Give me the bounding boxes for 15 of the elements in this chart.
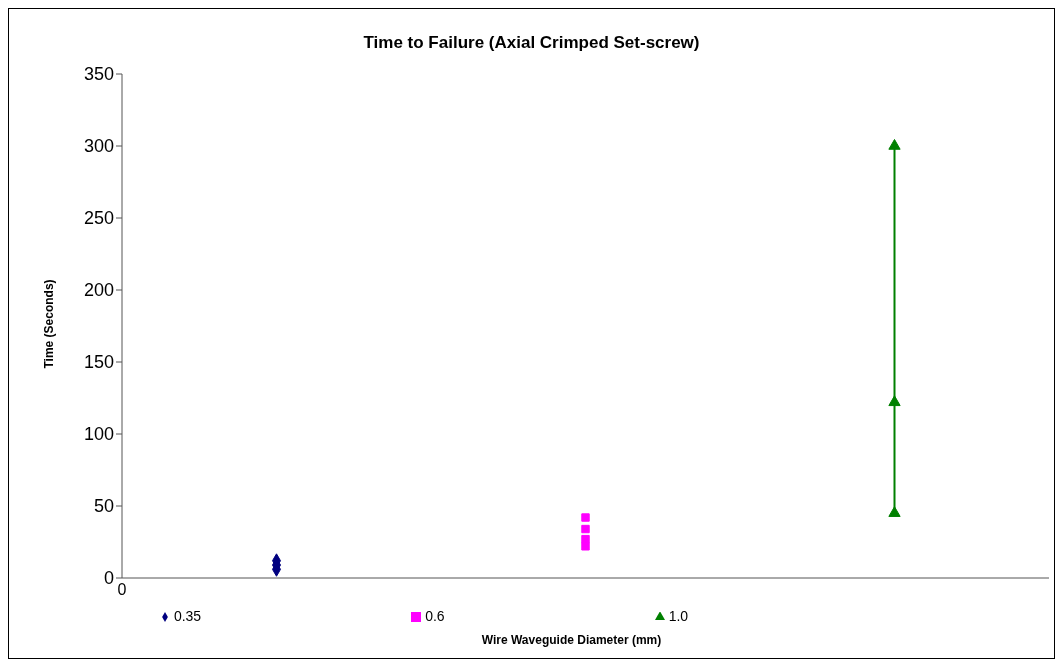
x-axis-title: Wire Waveguide Diameter (mm) [480,633,663,647]
text: 0 [117,581,127,598]
y-tick-label: 0 [103,568,114,589]
y-tick-label: 350 [83,64,114,85]
legend-label: 0.6 [425,608,445,624]
y-tick-label: 200 [83,280,114,301]
chart-title: Time to Failure (Axial Crimped Set-screw) [362,33,701,53]
y-tick-label: 150 [83,352,114,373]
y-axis-title: Time (Seconds) [42,279,56,369]
y-tick-label: 100 [83,424,114,445]
legend-label: 0.35 [173,608,202,624]
y-tick-label: 300 [83,136,114,157]
legend-label: 1.0 [668,608,689,624]
y-tick-label: 50 [93,496,114,517]
y-tick-label: 250 [83,208,114,229]
